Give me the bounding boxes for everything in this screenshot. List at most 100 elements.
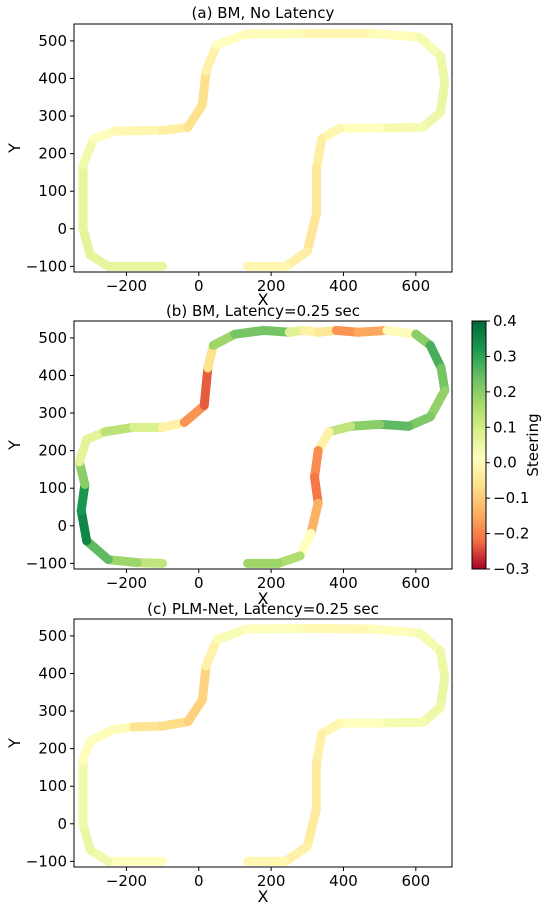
- x-axis-label: X: [258, 290, 269, 309]
- y-tick-label: 200: [38, 740, 67, 758]
- colorbar-label: Steering: [524, 413, 542, 476]
- x-tick-label: 400: [329, 574, 358, 592]
- x-tick-label: 0: [194, 277, 204, 295]
- y-tick-label: −100: [26, 554, 67, 572]
- y-tick-label: 0: [57, 517, 67, 535]
- track-segment: [353, 325, 392, 337]
- panel-title: (c) PLM-Net, Latency=0.25 sec: [147, 600, 379, 618]
- y-tick-label: 300: [38, 404, 67, 422]
- track-segment: [302, 623, 377, 634]
- x-tick-label: 600: [402, 277, 431, 295]
- y-tick-label: −100: [26, 257, 67, 275]
- chart-panel-1: −200 0 200 400 600 −100 0 100 200 300 400 500 (a) BM…: [5, 4, 453, 309]
- track-segment: [100, 422, 139, 437]
- track-segment: [311, 729, 327, 769]
- track-segment: [375, 122, 428, 133]
- track-segment: [302, 209, 321, 256]
- y-tick-label: 400: [38, 69, 67, 87]
- x-tick-label: 0: [194, 872, 204, 890]
- y-tick-label: 500: [38, 329, 67, 347]
- track-segment: [346, 419, 385, 431]
- track-segment: [78, 819, 95, 855]
- colorbar-tick-label: 0.3: [493, 347, 517, 365]
- track-segment: [230, 325, 269, 339]
- axes-frame: [73, 23, 453, 273]
- track-segment: [78, 134, 99, 170]
- chart-panel-2: −200 0 200 400 600 −100 0 100 200 300 400 500 (b) BM…: [5, 302, 453, 608]
- axes-frame: [73, 618, 453, 868]
- track-segment: [212, 624, 251, 645]
- track-segment: [111, 125, 168, 136]
- x-tick-label: 400: [329, 872, 358, 890]
- track-segment: [197, 66, 211, 110]
- y-tick-label: 200: [38, 145, 67, 163]
- colorbar-gradient: [471, 320, 487, 570]
- x-tick-label: 0: [194, 574, 204, 592]
- track-segment: [414, 628, 445, 656]
- y-tick-label: 100: [38, 479, 67, 497]
- track-segment: [201, 40, 222, 76]
- track-segment: [241, 623, 312, 634]
- x-tick-label: 600: [402, 574, 431, 592]
- y-axis-label: Y: [5, 143, 24, 154]
- x-tick-label: −200: [106, 872, 147, 890]
- track-segment: [375, 717, 428, 728]
- y-tick-label: 200: [38, 442, 67, 460]
- colorbar-tick-label: −0.2: [493, 525, 529, 543]
- track-segment: [367, 624, 424, 638]
- y-tick-label: 100: [38, 777, 67, 795]
- track-path: [78, 623, 450, 866]
- colorbar: 0.4 0.3 0.2 0.1 0.0 −0.1 −0.2 −0.3 Steering: [471, 312, 542, 578]
- colorbar-tick-label: 0.2: [493, 383, 517, 401]
- y-tick-label: 500: [38, 32, 67, 50]
- y-tick-label: 0: [57, 220, 67, 238]
- x-tick-label: 400: [329, 277, 358, 295]
- y-tick-label: −100: [26, 852, 67, 870]
- colorbar-tick-label: −0.3: [493, 560, 529, 578]
- track-segment: [382, 325, 421, 339]
- y-axis-label: Y: [5, 440, 24, 451]
- track-path: [74, 325, 450, 568]
- axes-frame: [73, 320, 453, 570]
- y-tick-label: 100: [38, 182, 67, 200]
- track-segment: [367, 28, 424, 42]
- track-segment: [241, 28, 312, 39]
- track-segment: [414, 32, 445, 61]
- track-segment: [76, 506, 92, 546]
- colorbar-tick-label: 0.0: [493, 454, 517, 472]
- track-segment: [201, 635, 222, 671]
- chart-panel-3: −200 0 200 400 600 −100 0 100 200 300 400 500 (c) PL…: [5, 600, 453, 906]
- y-tick-label: 400: [38, 664, 67, 682]
- track-segment: [302, 804, 321, 851]
- track-segment: [103, 555, 142, 568]
- x-axis-label: X: [258, 887, 269, 906]
- panel-title: (a) BM, No Latency: [192, 4, 335, 22]
- track-segment: [311, 134, 327, 174]
- track-segment: [212, 29, 251, 50]
- y-axis-label: Y: [5, 738, 24, 749]
- colorbar-tick-label: −0.1: [493, 489, 529, 507]
- colorbar-tick-label: 0.4: [493, 312, 517, 330]
- track-segment: [199, 363, 213, 411]
- colorbar-tick-label: 0.1: [493, 418, 517, 436]
- x-tick-label: 200: [257, 872, 286, 890]
- x-axis-label: X: [258, 589, 269, 608]
- x-tick-label: −200: [106, 277, 147, 295]
- x-tick-label: 600: [402, 872, 431, 890]
- track-segment: [197, 661, 211, 705]
- panel-title: (b) BM, Latency=0.25 sec: [166, 302, 360, 320]
- y-tick-label: 300: [38, 702, 67, 720]
- track-segment: [306, 498, 323, 538]
- y-tick-label: 500: [38, 627, 67, 645]
- track-segment: [375, 419, 414, 431]
- track-path: [78, 28, 450, 271]
- x-tick-label: 200: [257, 277, 286, 295]
- track-segment: [129, 721, 168, 732]
- y-tick-label: 300: [38, 107, 67, 125]
- track-segment: [435, 77, 450, 117]
- track-segment: [78, 224, 95, 260]
- y-tick-label: 0: [57, 815, 67, 833]
- track-segment: [425, 386, 450, 422]
- x-tick-label: 200: [257, 574, 286, 592]
